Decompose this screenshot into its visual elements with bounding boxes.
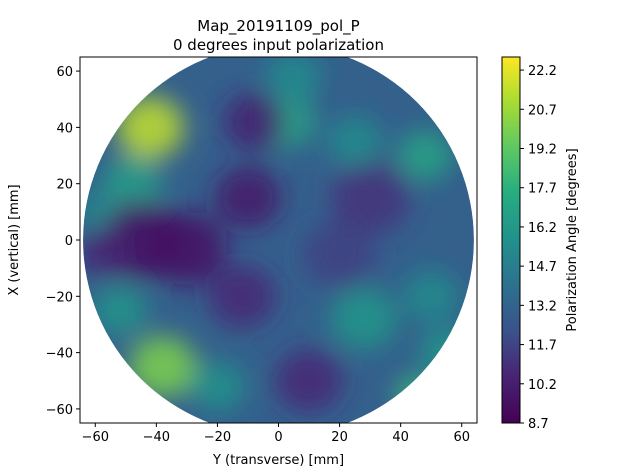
heatmap-feature-6 xyxy=(83,231,126,277)
x-tick-label: 20 xyxy=(331,430,348,445)
colorbar-label: Polarization Angle [degrees] xyxy=(565,148,580,331)
heatmap-feature-19 xyxy=(330,161,410,235)
chart-title: Map_20191109_pol_P xyxy=(197,17,359,36)
y-tick-label: 40 xyxy=(56,121,73,136)
y-tick-label: 0 xyxy=(65,234,73,249)
colorbar-tick-label: 10.2 xyxy=(528,378,557,393)
y-tick-label: 60 xyxy=(56,65,73,80)
x-tick-label: −60 xyxy=(82,430,109,445)
heatmap-feature-13 xyxy=(330,287,398,350)
heatmap-feature-14 xyxy=(397,130,453,181)
heatmap-layer xyxy=(83,57,474,423)
y-axis-label: X (vertical) [mm] xyxy=(7,184,22,295)
x-tick-label: 0 xyxy=(274,430,282,445)
colorbar xyxy=(501,56,521,424)
heatmap-feature-20 xyxy=(327,116,383,167)
colorbar-tick-label: 11.7 xyxy=(528,339,557,354)
colorbar-tick-label: 13.2 xyxy=(528,299,557,314)
x-tick-label: −20 xyxy=(204,430,231,445)
colorbar-tick-label: 14.7 xyxy=(528,260,557,275)
heatmap-feature-3 xyxy=(92,285,148,336)
y-tick-label: −60 xyxy=(46,403,73,418)
y-tick-label: −40 xyxy=(46,347,73,362)
heatmap-feature-8 xyxy=(208,265,276,328)
x-axis: −60 −40 −20 0 20 40 60 xyxy=(82,423,470,445)
x-tick-label: 40 xyxy=(392,430,409,445)
heatmap-feature-12 xyxy=(275,349,343,412)
heatmap-feature-10 xyxy=(266,57,322,103)
heatmap-feature-15 xyxy=(403,270,459,322)
heatmap-feature-1 xyxy=(128,335,197,398)
colorbar-tick-label: 22.2 xyxy=(528,64,557,79)
colorbar-axis: 8.7 10.2 11.7 13.2 14.7 16.2 17.7 19.2 20.7 22.2 xyxy=(520,64,557,432)
heatmap-feature-0 xyxy=(116,96,184,159)
colorbar-tick-label: 16.2 xyxy=(528,221,557,236)
y-axis: −60 −40 −20 0 20 40 60 xyxy=(46,65,80,418)
y-tick-label: 20 xyxy=(56,178,73,193)
x-axis-label: Y (transverse) [mm] xyxy=(212,453,344,468)
colorbar-tick-label: 20.7 xyxy=(528,103,557,118)
heatmap-feature-22 xyxy=(302,220,377,288)
heatmap-feature-18 xyxy=(189,361,245,412)
x-tick-label: 60 xyxy=(453,430,470,445)
x-tick-label: −40 xyxy=(143,430,170,445)
heatmap-feature-2 xyxy=(101,155,163,212)
heatmap-features xyxy=(83,57,474,415)
y-tick-label: −20 xyxy=(46,290,73,305)
heatmap-feature-11 xyxy=(223,93,285,150)
chart-subtitle: 0 degrees input polarization xyxy=(173,36,384,54)
heatmap-feature-5 xyxy=(147,211,227,286)
heatmap-feature-7 xyxy=(214,166,282,229)
colorbar-tick-label: 19.2 xyxy=(528,143,557,158)
colorbar-tick-label: 8.7 xyxy=(528,417,549,432)
colorbar-tick-label: 17.7 xyxy=(528,182,557,197)
